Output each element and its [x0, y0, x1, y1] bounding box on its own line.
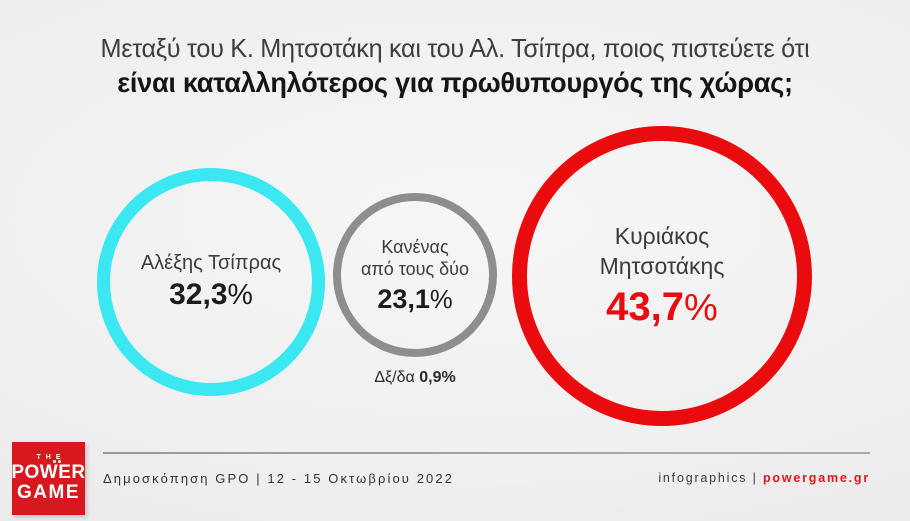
- dont-know-value: 0,9%: [419, 369, 456, 386]
- dont-know-label: Δξ/δα: [374, 369, 420, 386]
- powergame-site-link[interactable]: powergame.gr: [762, 471, 870, 485]
- percentage-none: 23,1%: [377, 284, 452, 315]
- logo-the-text: THE: [36, 454, 66, 462]
- question-line-2: είναι καταλληλότερος για πρωθυπουργός τη…: [117, 67, 793, 98]
- dont-know-note: Δξ/δα 0,9%: [333, 369, 497, 387]
- percent-sign: %: [227, 279, 253, 311]
- percentage-mitsotakis-number: 43,7: [606, 284, 685, 329]
- candidate-name-mitsotakis-line2: Μητσοτάκης: [599, 253, 725, 279]
- option-name-none-line1: Κανένας: [381, 236, 449, 257]
- option-name-none-line2: από τους δύο: [360, 259, 470, 279]
- logo-power-word: POWER: [11, 462, 86, 484]
- page-title: Μεταξύ του Κ. Μητσοτάκη και του Αλ. Τσίπ…: [14, 33, 897, 99]
- percentage-tsipras-number: 32,3: [169, 278, 228, 311]
- bubble-tsipras: Αλέξης Τσίπρας 32,3%: [97, 168, 325, 396]
- percentage-tsipras: 32,3%: [169, 278, 253, 312]
- option-name-none: Κανένας από τους δύο: [361, 236, 469, 281]
- candidate-name-mitsotakis: Κυριάκος Μητσοτάκης: [600, 222, 725, 282]
- infographics-label: infographics |: [658, 471, 763, 485]
- logo-power-text: POWER: [11, 460, 86, 484]
- logo-umlaut-dots-icon: [52, 460, 56, 464]
- poll-source-text: Δημοσκόπηση GPO | 12 - 15 Οκτωβρίου 2022: [103, 471, 455, 486]
- bubble-mitsotakis: Κυριάκος Μητσοτάκης 43,7%: [512, 126, 812, 426]
- percent-sign: %: [429, 285, 453, 314]
- powergame-logo: THE POWER GAME: [11, 442, 86, 515]
- footer-credit: infographics | powergame.gr: [658, 471, 870, 485]
- footer-divider: [103, 452, 870, 454]
- candidate-name-mitsotakis-line1: Κυριάκος: [614, 223, 710, 250]
- candidate-name-tsipras: Αλέξης Τσίπρας: [140, 252, 282, 274]
- logo-game-text: GAME: [17, 482, 80, 503]
- percentage-none-number: 23,1: [377, 283, 430, 314]
- question-line-1: Μεταξύ του Κ. Μητσοτάκη και του Αλ. Τσίπ…: [100, 33, 810, 63]
- percent-sign: %: [684, 286, 718, 329]
- percentage-mitsotakis: 43,7%: [606, 285, 718, 330]
- bubble-none-of-the-two: Κανένας από τους δύο 23,1%: [333, 193, 497, 357]
